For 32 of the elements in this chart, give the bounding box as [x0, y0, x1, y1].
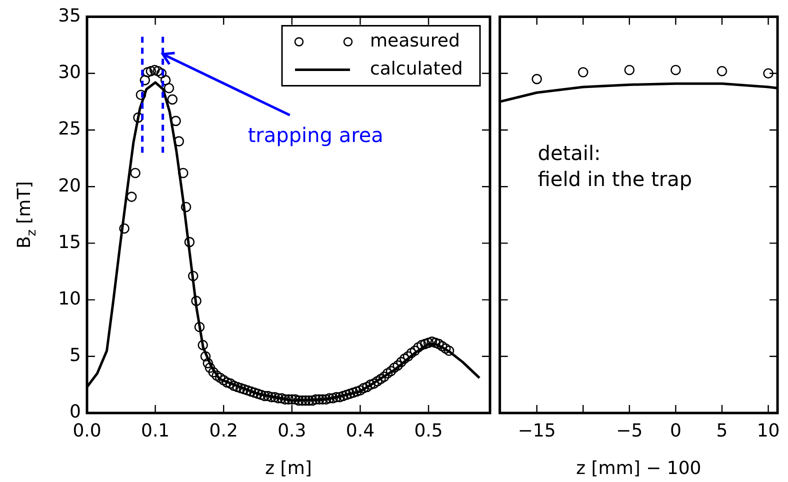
x-tick-label: 0.1: [140, 420, 170, 442]
y-tick-label: 20: [58, 175, 81, 196]
point: [578, 67, 588, 78]
y-tick-label: 25: [58, 118, 81, 140]
x-tick-label: 0.2: [209, 420, 238, 442]
y-tick-label: 15: [58, 232, 81, 253]
y-tick-label: 0: [70, 402, 81, 423]
x-tick-label: 0.4: [346, 420, 375, 442]
x-tick-label: 0.3: [278, 420, 306, 442]
y-tick-label: 35: [58, 5, 81, 26]
x-tick-label: 5: [716, 420, 728, 442]
x-tick-label: −15: [518, 420, 556, 442]
point: [716, 66, 728, 76]
point: [670, 64, 681, 76]
x-tick-label: −5: [616, 420, 643, 442]
legend-label: measured: [370, 30, 460, 52]
y-axis-title: Bz [mT]: [14, 181, 38, 249]
y-tick-label: 10: [58, 288, 81, 310]
point: [532, 74, 542, 84]
point: [763, 68, 774, 79]
x-tick-label: 0: [670, 420, 682, 442]
x-tick-label: 0.0: [72, 420, 102, 442]
point: [624, 64, 635, 76]
x-axis-title: z [mm] − 100: [576, 458, 702, 479]
x-tick-label: 10: [756, 420, 780, 442]
annotation: trapping area: [248, 123, 384, 148]
annotation: detail: field in the trap: [538, 140, 692, 191]
x-tick-label: 0.5: [414, 420, 443, 442]
y-tick-label: 5: [70, 345, 81, 366]
y-tick-label: 30: [58, 62, 81, 84]
legend-label: calculated: [370, 58, 463, 80]
x-axis-title: z [m]: [265, 458, 312, 479]
